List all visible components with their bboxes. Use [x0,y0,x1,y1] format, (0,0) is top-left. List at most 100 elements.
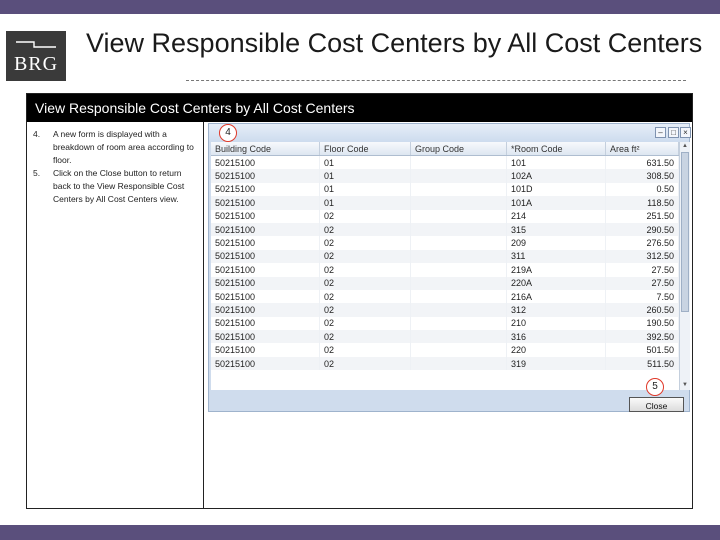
table-cell: 50215100 [211,169,320,183]
table-cell: 02 [319,289,411,304]
column-divider [203,122,204,508]
instruction-step: 5. Click on the Close button to return b… [33,167,199,206]
table-cell: 50215100 [211,196,320,210]
content-frame: View Responsible Cost Centers by All Cos… [26,93,693,509]
table-cell: 50215100 [211,343,320,357]
table-row[interactable]: 50215100 02 315 290.50 [211,222,679,237]
table-cell [410,236,507,250]
table-row[interactable]: 50215100 01 101D 0.50 [211,182,679,197]
table-cell: 01 [319,169,411,183]
table-cell [410,303,507,317]
table-row[interactable]: 50215100 01 101 631.50 [211,155,679,170]
table-cell [410,209,507,223]
table-row[interactable]: 50215100 02 219A 27.50 [211,263,679,277]
table-cell: 276.50 [605,236,679,250]
table-cell: 118.50 [605,196,679,210]
column-header-floor-code[interactable]: Floor Code [319,142,411,156]
table-cell: 02 [319,236,411,250]
window-title-bar[interactable]: – □ × [209,124,691,142]
table-cell: 311 [506,249,606,264]
table-cell: 02 [319,316,411,331]
table-cell: 308.50 [605,169,679,183]
table-row[interactable]: 50215100 02 311 312.50 [211,249,679,264]
table-cell [410,343,507,357]
table-cell [410,249,507,264]
table-cell [410,330,507,344]
table-row[interactable]: 50215100 02 316 392.50 [211,330,679,344]
column-header-building-code[interactable]: Building Code [211,142,320,156]
table-cell: 02 [319,343,411,357]
instruction-step: 4. A new form is displayed with a breakd… [33,128,199,167]
table-cell: 312.50 [605,249,679,264]
table-row[interactable]: 50215100 02 220 501.50 [211,343,679,357]
table-row[interactable]: 50215100 02 209 276.50 [211,236,679,250]
table-cell: 50215100 [211,222,320,237]
table-cell: 02 [319,263,411,277]
table-cell: 220 [506,343,606,357]
table-row[interactable]: 50215100 01 102A 308.50 [211,169,679,183]
table-cell: 101D [506,182,606,197]
minimize-icon[interactable]: – [655,127,666,138]
table-cell [410,356,507,371]
table-cell: 209 [506,236,606,250]
table-cell: 01 [319,196,411,210]
table-cell: 102A [506,169,606,183]
table-cell: 220A [506,276,606,290]
table-cell: 219A [506,263,606,277]
table-cell [410,316,507,331]
table-cell [410,182,507,197]
slide-title: View Responsible Cost Centers by All Cos… [86,28,703,58]
scroll-down-icon[interactable]: ▼ [682,382,688,388]
table-cell: 260.50 [605,303,679,317]
instruction-list: 4. A new form is displayed with a breakd… [33,128,199,206]
brg-logo: BRG [6,31,66,81]
scroll-up-icon[interactable]: ▲ [682,143,688,149]
maximize-icon[interactable]: □ [668,127,679,138]
column-header-room-code[interactable]: *Room Code [506,142,606,156]
table-row[interactable]: 50215100 02 216A 7.50 [211,289,679,304]
table-cell: 214 [506,209,606,223]
table-cell: 50215100 [211,209,320,223]
grid-header-row: Building Code Floor Code Group Code *Roo… [211,142,679,156]
room-area-window: – □ × Building Code Floor Code Group Cod… [208,123,691,412]
table-cell: 02 [319,209,411,223]
column-header-area[interactable]: Area ft² [605,142,679,156]
table-row[interactable]: 50215100 02 319 511.50 [211,356,679,371]
close-window-icon[interactable]: × [680,127,691,138]
step-text: A new form is displayed with a breakdown… [53,129,194,165]
column-header-group-code[interactable]: Group Code [410,142,507,156]
table-cell: 501.50 [605,343,679,357]
table-cell: 392.50 [605,330,679,344]
table-row[interactable]: 50215100 01 101A 118.50 [211,196,679,210]
close-button[interactable]: Close [629,397,684,412]
table-cell: 316 [506,330,606,344]
top-accent-bar [0,0,720,14]
table-cell: 50215100 [211,182,320,197]
table-row[interactable]: 50215100 02 312 260.50 [211,303,679,317]
table-cell: 27.50 [605,263,679,277]
table-cell: 02 [319,249,411,264]
title-underline [186,80,686,81]
table-cell [410,276,507,290]
table-cell [410,289,507,304]
table-cell: 631.50 [605,155,679,170]
callout-4: 4 [219,124,237,142]
table-row[interactable]: 50215100 02 210 190.50 [211,316,679,331]
grid-scrollbar[interactable]: ▲ ▼ [679,142,690,390]
table-cell: 50215100 [211,263,320,277]
slide-header: BRG View Responsible Cost Centers by All… [0,14,720,81]
grid-body: 50215100 01 101 631.50 50215100 01 102A 308.50 5… [211,155,679,371]
step-number: 5. [33,168,41,178]
logo-mark-icon [16,41,56,48]
table-cell: 312 [506,303,606,317]
table-cell: 50215100 [211,236,320,250]
table-cell: 315 [506,222,606,237]
table-cell [410,196,507,210]
table-row[interactable]: 50215100 02 214 251.50 [211,209,679,223]
table-cell: 290.50 [605,222,679,237]
table-cell: 216A [506,289,606,304]
table-cell: 190.50 [605,316,679,331]
scroll-thumb[interactable] [681,152,689,312]
table-row[interactable]: 50215100 02 220A 27.50 [211,276,679,290]
step-text: Click on the Close button to return back… [53,168,185,204]
